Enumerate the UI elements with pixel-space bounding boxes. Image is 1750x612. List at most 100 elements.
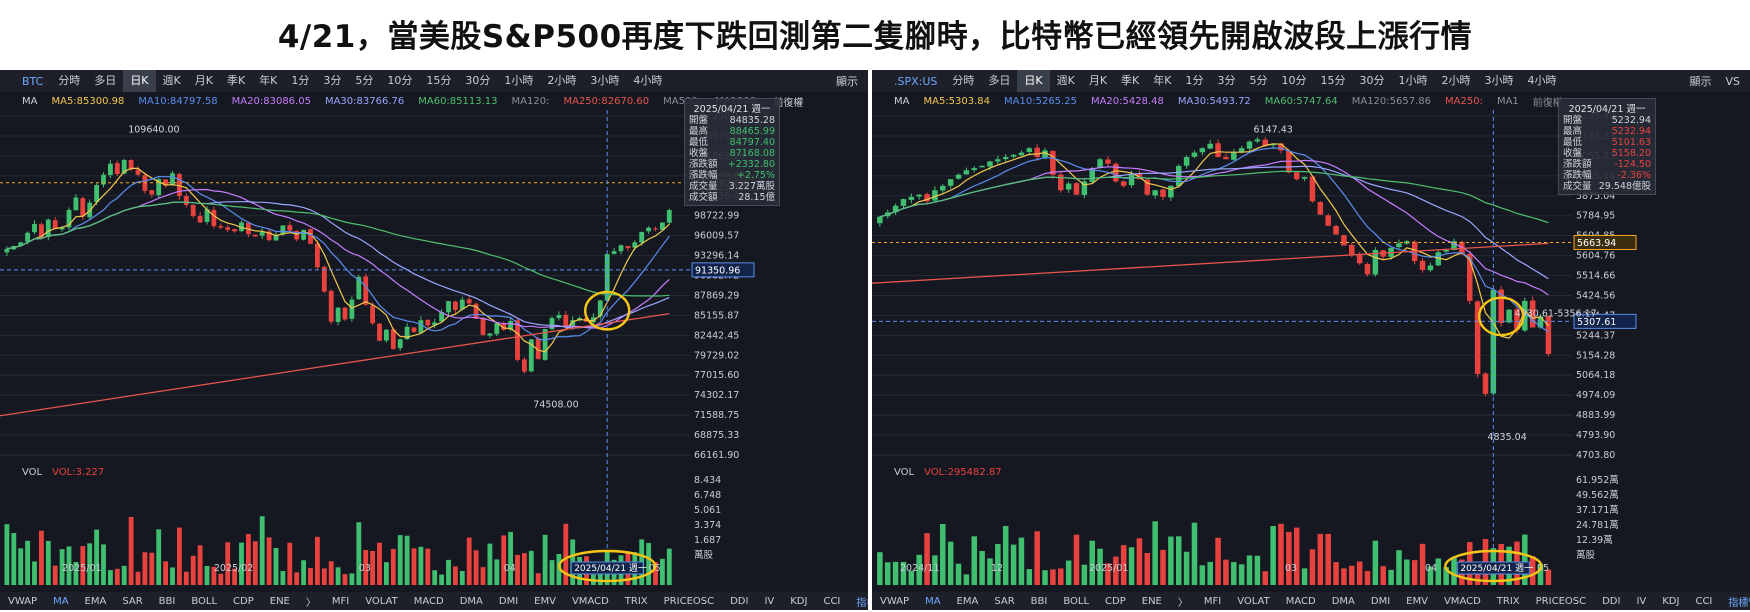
right-indicator-tab-9[interactable]: MFI	[1203, 595, 1222, 607]
left-indicator-tab-4[interactable]: BBI	[158, 595, 176, 607]
right-indicator-tab-11[interactable]: MACD	[1285, 595, 1316, 607]
right-tab-8[interactable]: 3分	[1217, 74, 1236, 87]
spx-symbol[interactable]: .SPX:US	[894, 74, 938, 88]
left-indicator-tab-3[interactable]: SAR	[122, 595, 143, 607]
right-indicator-tab-19[interactable]: IV	[1636, 595, 1647, 607]
right-indicator-tab-0[interactable]: VWAP	[880, 595, 910, 607]
left-tab-16[interactable]: 4小時	[633, 74, 663, 87]
right-indicator-tab-5[interactable]: BOLL	[1063, 595, 1090, 607]
left-ma-value-2: MA20:83086.05	[231, 95, 311, 107]
volume-bar	[446, 559, 451, 585]
left-tab-6[interactable]: 年K	[259, 74, 278, 87]
left-indicator-tab-17[interactable]: PRICEOSC	[663, 595, 715, 607]
right-indicator-tab-16[interactable]: TRIX	[1496, 595, 1520, 607]
left-tab-1[interactable]: 多日	[94, 74, 117, 87]
spx-display-menu[interactable]: 顯示 VS	[1689, 73, 1750, 89]
left-indicator-tab-12[interactable]: DMA	[459, 595, 483, 607]
left-tab-0[interactable]: 分時	[58, 74, 81, 87]
right-indicator-tab-3[interactable]: SAR	[994, 595, 1015, 607]
left-indicator-tab-11[interactable]: MACD	[413, 595, 444, 607]
left-tab-15[interactable]: 3小時	[590, 74, 620, 87]
left-tab-10[interactable]: 10分	[387, 74, 413, 87]
volume-bar	[1278, 523, 1284, 585]
right-indicator-tab-1[interactable]: MA	[925, 595, 941, 607]
left-indicator-manage[interactable]: 指標管理	[856, 597, 868, 609]
left-indicator-tab-14[interactable]: EMV	[534, 595, 556, 607]
left-tab-5[interactable]: 季K	[226, 74, 246, 87]
right-indicator-tab-8[interactable]: 〉	[1177, 597, 1188, 609]
right-tab-5[interactable]: 季K	[1121, 74, 1140, 87]
left-tab-7[interactable]: 1分	[291, 74, 310, 87]
right-indicator-tab-12[interactable]: DMA	[1331, 595, 1355, 607]
left-indicator-tab-1[interactable]: MA	[53, 595, 69, 607]
volume-bar	[563, 523, 569, 585]
right-ohlc-key: 成交量	[1563, 181, 1592, 192]
left-indicator-tab-6[interactable]: CDP	[233, 595, 254, 607]
right-indicator-tab-13[interactable]: DMI	[1370, 595, 1391, 607]
candle-body	[653, 228, 658, 230]
right-indicator-tab-21[interactable]: CCI	[1695, 595, 1713, 607]
right-indicator-tab-2[interactable]: EMA	[956, 595, 979, 607]
right-indicator-tab-10[interactable]: VOLAT	[1237, 595, 1270, 607]
left-tab-11[interactable]: 15分	[426, 74, 452, 87]
right-indicator-manage[interactable]: 指標管理	[1728, 597, 1750, 609]
left-indicator-tab-2[interactable]: EMA	[84, 595, 107, 607]
right-tab-7[interactable]: 1分	[1185, 74, 1204, 87]
volume-bar	[971, 536, 977, 585]
ma5-line	[879, 143, 1549, 339]
right-tab-4[interactable]: 月K	[1088, 74, 1108, 87]
btc-symbol[interactable]: BTC	[22, 74, 44, 88]
left-indicator-tab-21[interactable]: CCI	[823, 595, 841, 607]
left-indicator-tab-5[interactable]: BOLL	[191, 595, 218, 607]
right-tab-3[interactable]: 週K	[1056, 74, 1075, 87]
left-tab-4[interactable]: 月K	[194, 74, 213, 87]
left-tab-8[interactable]: 3分	[323, 74, 342, 87]
right-tab-15[interactable]: 3小時	[1484, 74, 1514, 87]
left-tab-3[interactable]: 週K	[162, 74, 181, 87]
left-indicator-tab-15[interactable]: VMACD	[571, 595, 609, 607]
right-indicator-tab-18[interactable]: DDI	[1602, 595, 1621, 607]
left-tab-13[interactable]: 1小時	[504, 74, 534, 87]
right-tab-10[interactable]: 10分	[1281, 74, 1307, 87]
right-tab-2[interactable]: 日K	[1017, 70, 1050, 92]
left-indicator-tab-19[interactable]: IV	[764, 595, 775, 607]
left-tab-14[interactable]: 2小時	[547, 74, 577, 87]
right-indicator-tab-15[interactable]: VMACD	[1443, 595, 1481, 607]
left-indicator-tab-13[interactable]: DMI	[498, 595, 519, 607]
left-indicator-tab-8[interactable]: 〉	[305, 597, 316, 609]
right-tab-13[interactable]: 1小時	[1398, 74, 1428, 87]
right-indicator-tab-14[interactable]: EMV	[1406, 595, 1428, 607]
candle-body	[1105, 159, 1111, 164]
left-indicator-tab-9[interactable]: MFI	[331, 595, 350, 607]
left-tab-2[interactable]: 日K	[123, 70, 156, 92]
right-tab-0[interactable]: 分時	[952, 74, 975, 87]
left-indicator-tab-16[interactable]: TRIX	[624, 595, 648, 607]
right-tab-6[interactable]: 年K	[1153, 74, 1172, 87]
volume-bar	[1215, 537, 1221, 585]
candle-body	[356, 276, 362, 300]
right-indicator-tab-6[interactable]: CDP	[1105, 595, 1126, 607]
right-tab-16[interactable]: 4小時	[1527, 74, 1557, 87]
left-indicator-tab-18[interactable]: DDI	[730, 595, 749, 607]
left-indicator-tab-7[interactable]: ENE	[269, 595, 290, 607]
right-tab-12[interactable]: 30分	[1359, 74, 1385, 87]
right-tab-14[interactable]: 2小時	[1441, 74, 1471, 87]
right-indicator-tab-17[interactable]: PRICEOSC	[1535, 595, 1587, 607]
left-indicator-tab-10[interactable]: VOLAT	[365, 595, 398, 607]
right-indicator-tab-7[interactable]: ENE	[1141, 595, 1162, 607]
left-indicator-tab-20[interactable]: KDJ	[790, 595, 808, 607]
candle-body	[877, 216, 883, 224]
right-tab-9[interactable]: 5分	[1249, 74, 1268, 87]
volume-bar	[1002, 526, 1009, 585]
left-tab-12[interactable]: 30分	[465, 74, 491, 87]
right-indicator-tab-20[interactable]: KDJ	[1662, 595, 1680, 607]
candle-body	[611, 251, 617, 254]
left-indicator-tab-0[interactable]: VWAP	[8, 595, 38, 607]
btc-display-menu[interactable]: 顯示	[836, 75, 858, 88]
right-tab-1[interactable]: 多日	[988, 74, 1011, 87]
volume-tick-label: 12.39萬	[1576, 534, 1613, 546]
right-indicator-tab-4[interactable]: BBI	[1030, 595, 1048, 607]
candle-body	[321, 266, 327, 292]
left-tab-9[interactable]: 5分	[355, 74, 374, 87]
right-tab-11[interactable]: 15分	[1320, 74, 1346, 87]
